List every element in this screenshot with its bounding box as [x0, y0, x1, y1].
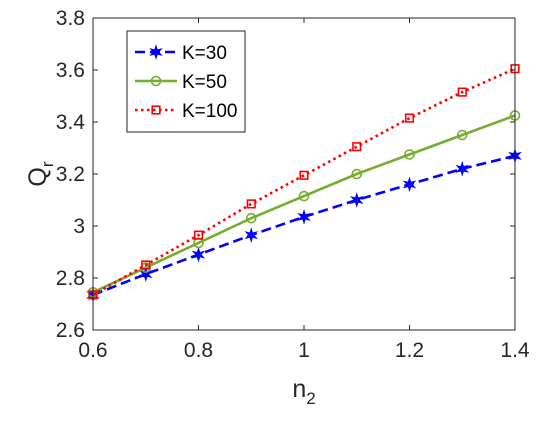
data-point: [298, 190, 310, 202]
legend-item: K=50: [135, 72, 227, 93]
x-tick-label: 0.6: [78, 339, 107, 362]
x-tick-label: 1: [298, 339, 310, 362]
data-point: [351, 168, 363, 180]
legend-label: K=50: [182, 72, 227, 93]
legend-marker: [151, 105, 161, 115]
series-layer: [86, 64, 522, 303]
data-point: [193, 230, 204, 240]
data-point: [352, 142, 362, 152]
y-tick-label: 3: [73, 215, 85, 238]
legend-marker: [150, 75, 162, 87]
legend-label: K=100: [182, 101, 237, 122]
data-point: [402, 176, 417, 193]
data-point: [456, 129, 468, 141]
y-tick-label: 3.2: [56, 163, 85, 186]
data-point: [191, 246, 206, 263]
data-point: [455, 160, 470, 177]
data-point: [299, 170, 309, 180]
legend-label: K=30: [182, 43, 227, 64]
legend[interactable]: K=30 K=50 K=100: [126, 30, 246, 133]
legend-item: K=100: [135, 101, 237, 122]
data-point: [404, 149, 415, 160]
series-k-30: [86, 147, 522, 303]
x-tick-label: 1.2: [395, 339, 424, 362]
series-line: [92, 154, 516, 297]
x-tick-label: 1.4: [500, 339, 530, 362]
legend-marker: [149, 44, 163, 60]
data-point: [457, 87, 467, 97]
x-axis-label: n2: [292, 375, 315, 408]
y-axis-label: Qr: [24, 161, 57, 186]
data-point: [404, 113, 415, 123]
series-line: [92, 114, 516, 294]
legend-item: K=30: [135, 43, 227, 64]
data-point: [245, 212, 257, 224]
y-tick-label: 3.8: [56, 7, 85, 30]
y-tick-label: 3.6: [56, 59, 85, 82]
data-point: [246, 199, 256, 209]
data-point: [297, 209, 311, 225]
axes: 0.6 0.8 1 1.2 1.4 2.6 2.8 3 3.2 3.4 3.6 3.8: [56, 7, 530, 362]
y-tick-label: 3.4: [56, 111, 86, 134]
y-tick-label: 2.8: [56, 267, 85, 290]
data-point: [349, 192, 364, 208]
y-tick-label: 2.6: [56, 319, 85, 342]
data-point: [141, 260, 151, 270]
data-point: [244, 227, 259, 243]
x-tick-label: 0.8: [184, 339, 213, 362]
